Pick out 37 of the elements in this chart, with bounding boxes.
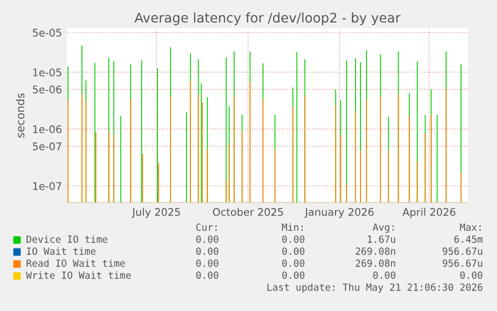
y-tick-label: 5e-05 <box>32 28 62 37</box>
text: Avg: <box>372 224 394 233</box>
y-axis-title: seconds <box>16 93 24 138</box>
text: 269.08n <box>356 247 396 255</box>
y-tick-label: 5e-07 <box>32 142 62 150</box>
text: 0.00 <box>282 247 304 255</box>
text: 0.00 <box>373 271 396 279</box>
text: 6.45m <box>454 235 483 243</box>
legend-label: Read IO Wait time <box>26 259 125 267</box>
text: 0.00 <box>196 235 218 243</box>
text: Cur: <box>196 223 217 231</box>
y-tick-label: 1e-06 <box>33 125 62 134</box>
text: 1.67u <box>368 235 396 243</box>
text: 0.00 <box>196 271 218 279</box>
text: 0.00 <box>196 259 218 267</box>
text: Max: <box>460 224 481 231</box>
legend-label: Write IO Wait time <box>26 271 131 279</box>
text: Last update: Thu May 21 21:06:30 2026 <box>267 283 482 293</box>
text: 0.00 <box>196 247 218 255</box>
legend-label: Device IO time <box>26 235 108 243</box>
y-tick-label: 5e-06 <box>32 86 62 94</box>
text: 956.67u <box>442 247 482 255</box>
legend-label: IO Wait time <box>26 247 96 255</box>
x-tick-label: January 2026 <box>304 208 374 218</box>
text: Min: <box>282 223 303 231</box>
text: 0.00 <box>282 235 304 243</box>
y-tick-label: 1e-07 <box>33 182 62 190</box>
y-tick-label: 1e-05 <box>33 68 62 76</box>
text: 956.67u <box>442 259 482 267</box>
x-tick-label: July 2025 <box>132 208 180 218</box>
text: 0.00 <box>282 259 304 267</box>
x-tick-label: April 2026 <box>402 208 456 218</box>
text: 0.00 <box>460 271 482 279</box>
text: 269.08n <box>356 259 396 267</box>
chart-title: Average latency for /dev/loop2 - by year <box>134 12 401 26</box>
text: 0.00 <box>282 271 304 279</box>
x-tick-label: October 2025 <box>212 208 283 216</box>
